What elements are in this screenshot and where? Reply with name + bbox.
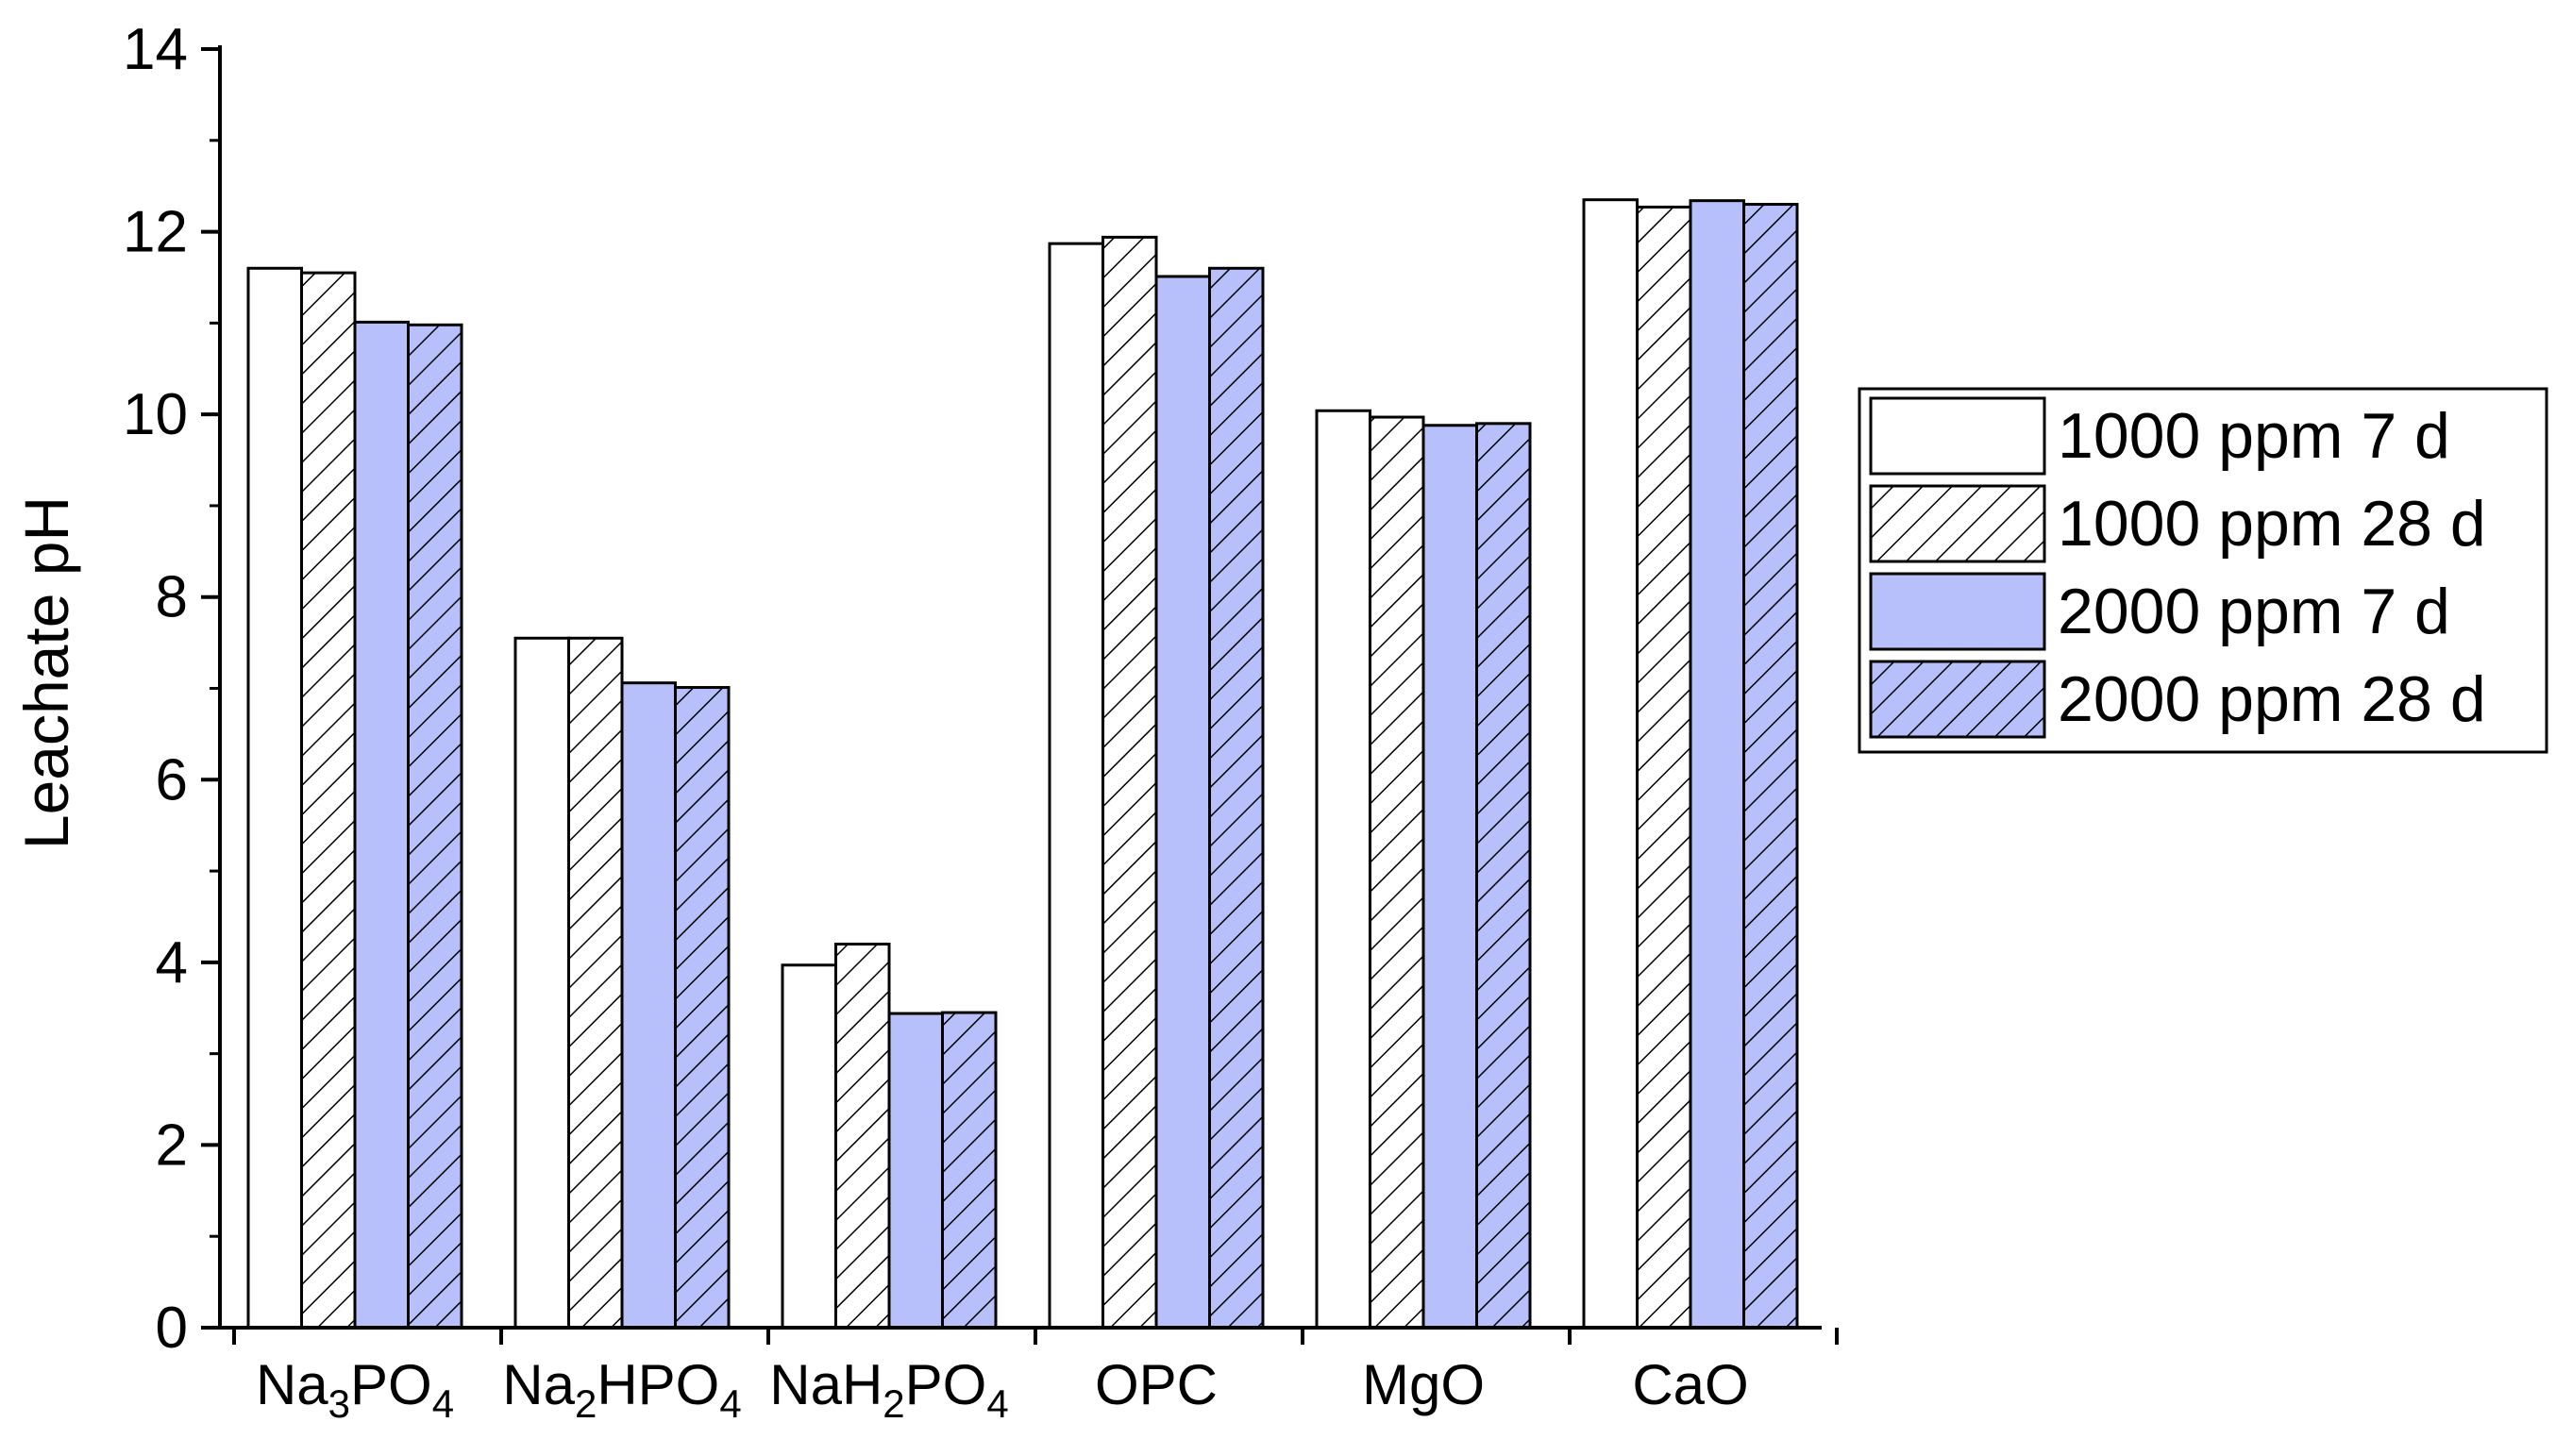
bar-opc-series-3 [1154,275,1211,1330]
legend-swatch-series-2 [1869,484,2046,563]
legend-swatch-series-3 [1869,572,2046,651]
bar-mgo-series-4 [1475,422,1532,1330]
bar-nah2po4-series-2 [834,943,891,1330]
legend-label-series-1: 1000 ppm 7 d [2058,400,2450,472]
bar-nah2po4-series-1 [781,963,837,1330]
bar-cao-series-2 [1636,205,1692,1330]
legend-label-series-4: 2000 ppm 28 d [2058,663,2486,735]
x-tick-label-mgo: MgO [1362,1353,1485,1416]
bar-nah2po4-series-4 [941,1011,998,1330]
bar-cao-series-1 [1582,198,1639,1330]
legend-swatch-series-4 [1869,660,2046,739]
bar-mgo-series-2 [1369,415,1425,1330]
x-tick-label-cao: CaO [1632,1353,1748,1416]
bar-cao-series-3 [1689,199,1745,1330]
bar-mgo-series-1 [1315,409,1371,1330]
x-tick-label-na2hpo4: Na2HPO4 [502,1353,741,1426]
bars-layer [246,198,1799,1330]
legend-label-series-3: 2000 ppm 7 d [2058,576,2450,647]
y-tick-label-8: 8 [156,565,188,630]
y-tick-label-12: 12 [123,200,188,265]
legend: 1000 ppm 7 d 1000 ppm 28 d 2000 ppm 7 d 200… [1858,387,2548,754]
bar-na3po4-series-1 [246,266,303,1330]
y-axis-title: Leachate pH [11,496,81,849]
y-tick-label-14: 14 [123,17,188,82]
y-tick-label-0: 0 [156,1296,188,1361]
bar-na2hpo4-series-4 [674,686,731,1330]
bar-na2hpo4-series-2 [567,636,624,1330]
bar-opc-series-4 [1208,266,1265,1330]
bar-na3po4-series-2 [300,271,357,1330]
y-tick-label-2: 2 [156,1113,188,1178]
bar-opc-series-1 [1048,242,1104,1330]
y-tick-label-10: 10 [123,382,188,447]
bar-nah2po4-series-3 [887,1012,944,1330]
bar-na2hpo4-series-3 [620,681,677,1330]
labels-layer: 0 2 4 6 8 10 12 14 Na3PO4 Na2HPO4 NaH2PO4 OPC MgO CaO [123,17,1749,1426]
x-tick-label-opc: OPC [1095,1353,1218,1416]
x-tick-label-na3po4: Na3PO4 [256,1353,454,1426]
bar-cao-series-4 [1742,203,1799,1330]
bar-opc-series-2 [1101,235,1158,1330]
bar-mgo-series-3 [1421,424,1478,1330]
axes-layer [201,45,1839,1345]
x-tick-label-nah2po4: NaH2PO4 [769,1353,1008,1426]
y-tick-label-4: 4 [156,930,188,996]
bar-na3po4-series-4 [407,323,463,1330]
legend-label-series-2: 1000 ppm 28 d [2058,488,2486,560]
legend-swatch-series-1 [1869,396,2046,476]
y-tick-label-6: 6 [156,747,188,812]
bar-na2hpo4-series-1 [513,636,570,1330]
bar-na3po4-series-3 [353,320,410,1330]
